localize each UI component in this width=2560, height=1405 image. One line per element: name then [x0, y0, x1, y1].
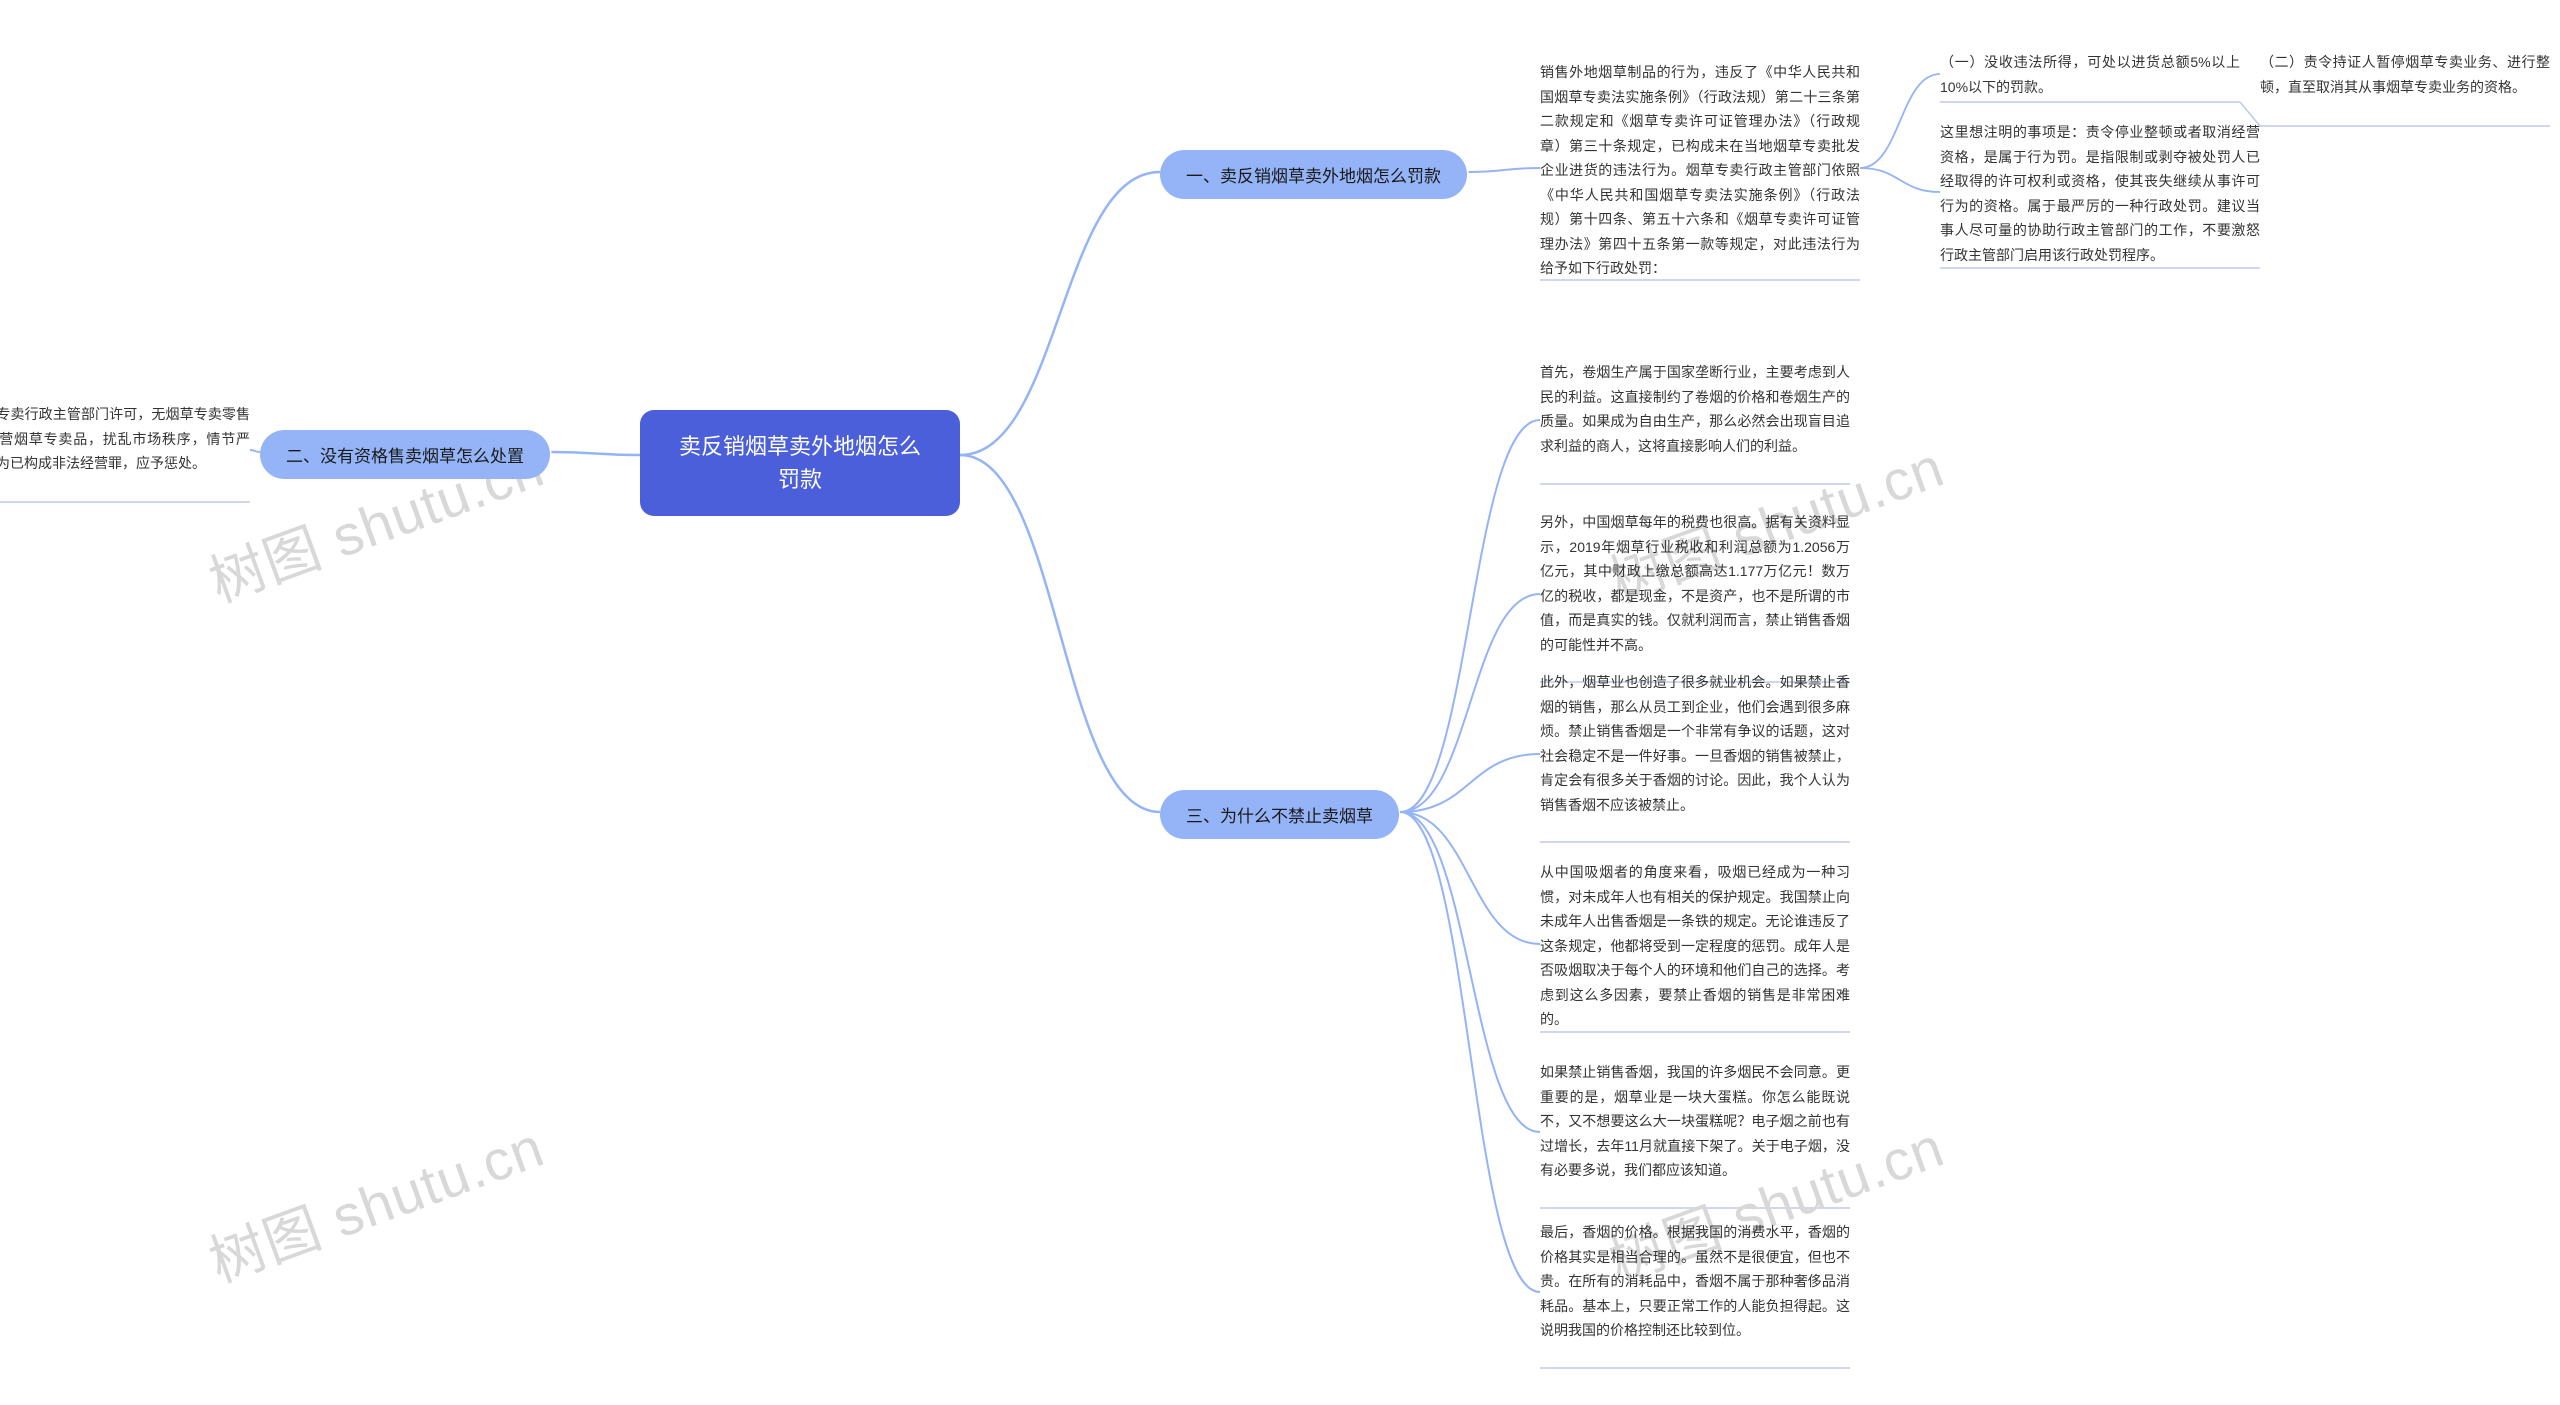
leaf-node: 此外，烟草业也创造了很多就业机会。如果禁止香烟的销售，那么从员工到企业，他们会遇…: [1540, 670, 1850, 817]
root-node: 卖反销烟草卖外地烟怎么罚款: [640, 410, 960, 516]
leaf-node: 如果禁止销售香烟，我国的许多烟民不会同意。更重要的是，烟草业是一块大蛋糕。你怎么…: [1540, 1060, 1850, 1183]
leaf-node: （二）责令持证人暂停烟草专卖业务、进行整顿，直至取消其从事烟草专卖业务的资格。: [2260, 50, 2550, 99]
leaf-node: 从中国吸烟者的角度来看，吸烟已经成为一种习惯，对未成年人也有相关的保护规定。我国…: [1540, 860, 1850, 1032]
branch-node: 三、为什么不禁止卖烟草: [1160, 790, 1399, 839]
leaf-node: 首先，卷烟生产属于国家垄断行业，主要考虑到人民的利益。这直接制约了卷烟的价格和卷…: [1540, 360, 1850, 458]
leaf-node: 最后，香烟的价格。根据我国的消费水平，香烟的价格其实是相当合理的。虽然不是很便宜…: [1540, 1220, 1850, 1343]
branch-node: 二、没有资格售卖烟草怎么处置: [260, 430, 550, 479]
leaf-node: 未经烟草专卖行政主管部门许可，无烟草专卖零售许可证经营烟草专卖品，扰乱市场秩序，…: [0, 402, 250, 476]
leaf-node: 销售外地烟草制品的行为，违反了《中华人民共和国烟草专卖法实施条例》（行政法规）第…: [1540, 60, 1860, 281]
leaf-node: 另外，中国烟草每年的税费也很高。据有关资料显示，2019年烟草行业税收和利润总额…: [1540, 510, 1850, 657]
leaf-node: 这里想注明的事项是：责令停业整顿或者取消经营资格，是属于行为罚。是指限制或剥夺被…: [1940, 120, 2260, 267]
watermark: 树图 shutu.cn: [197, 1103, 554, 1299]
branch-node: 一、卖反销烟草卖外地烟怎么罚款: [1160, 150, 1467, 199]
leaf-node: （一）没收违法所得，可处以进货总额5%以上10%以下的罚款。: [1940, 50, 2240, 99]
